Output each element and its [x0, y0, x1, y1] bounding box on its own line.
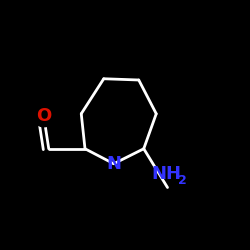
Text: N: N: [106, 155, 121, 173]
Text: 2: 2: [178, 174, 187, 187]
Text: O: O: [36, 107, 52, 125]
Text: NH: NH: [151, 165, 181, 183]
Circle shape: [33, 106, 54, 127]
